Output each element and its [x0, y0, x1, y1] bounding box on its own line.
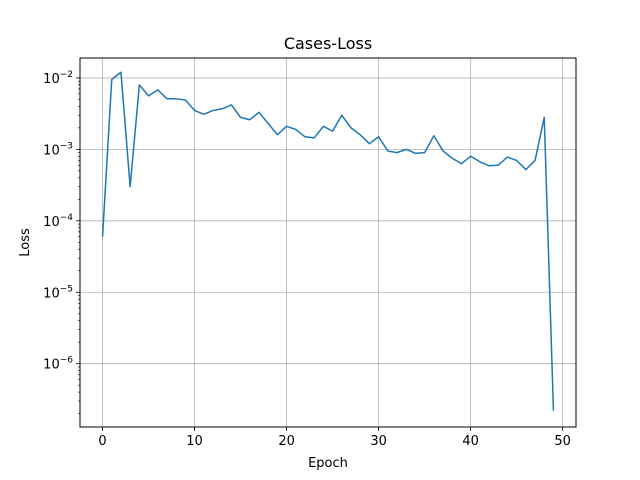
- x-tick-label: 10: [186, 434, 203, 449]
- y-tick-label: 10−3: [43, 141, 73, 158]
- y-tick-label: 10−4: [43, 213, 73, 230]
- x-tick-label: 50: [554, 434, 571, 449]
- x-axis-label: Epoch: [308, 456, 348, 471]
- x-tick-label: 30: [370, 434, 387, 449]
- y-axis-label: Loss: [18, 228, 33, 257]
- ticks: 0 10 20 30 40 50 10−6 10−5 10−4 10−3 10−2: [43, 70, 571, 449]
- y-tick-label: 10−6: [43, 356, 73, 373]
- series-layer: [101, 71, 555, 411]
- y-tick-label: 10−2: [43, 70, 73, 87]
- x-tick-label: 40: [462, 434, 479, 449]
- x-tick-label: 20: [278, 434, 295, 449]
- chart-title: Cases-Loss: [284, 34, 372, 53]
- y-tick-label: 10−5: [43, 284, 73, 301]
- grid: [80, 58, 576, 427]
- loss-line: [101, 71, 555, 411]
- x-tick-label: 0: [98, 434, 106, 449]
